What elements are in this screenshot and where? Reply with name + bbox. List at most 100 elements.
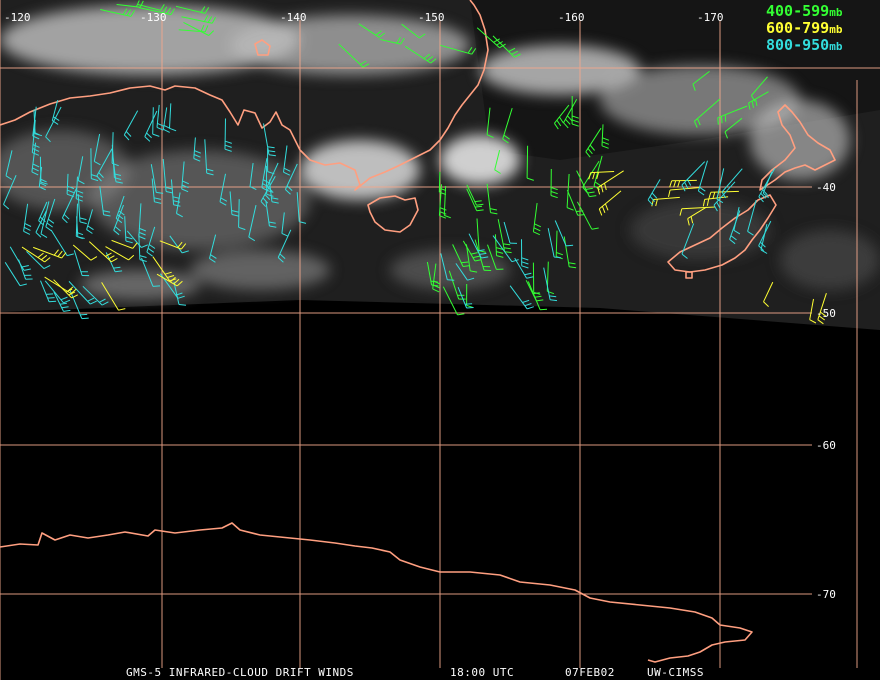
wind-barb	[763, 281, 774, 307]
wind-barb	[296, 192, 307, 224]
wind-barb	[554, 220, 574, 247]
wind-barb	[162, 158, 174, 194]
wind-barb	[169, 103, 177, 132]
legend-entry-800-950: 800-950mb	[766, 36, 843, 54]
wind-barb	[229, 191, 239, 217]
wind-barb	[747, 199, 757, 236]
wind-barb	[150, 164, 164, 194]
wind-barb	[681, 161, 706, 192]
wind-barb	[144, 110, 158, 142]
wind-barb	[159, 240, 187, 250]
wind-barb	[758, 220, 772, 251]
wind-barb	[82, 285, 109, 306]
wind-barb	[514, 257, 534, 279]
wind-barb	[576, 201, 599, 230]
wind-barb	[553, 104, 570, 130]
wind-barb	[716, 168, 725, 204]
wind-barb	[338, 43, 370, 68]
wind-barb	[51, 99, 60, 125]
wind-barb	[93, 133, 101, 166]
new-zealand-south-coast	[667, 194, 777, 273]
wind-barb	[651, 196, 680, 207]
wind-barb	[45, 198, 56, 232]
wind-barb	[156, 104, 165, 131]
wind-barb	[571, 95, 579, 127]
wind-barb	[99, 186, 111, 217]
wind-barb	[550, 168, 558, 199]
wind-barb	[44, 280, 71, 304]
wind-barb	[100, 8, 136, 17]
wind-barb	[173, 281, 187, 306]
wind-barb	[679, 206, 716, 216]
wind-barb	[141, 257, 161, 287]
wind-barb	[527, 281, 548, 311]
lon-label-150: -150	[418, 11, 445, 24]
wind-barb	[566, 189, 585, 216]
wind-barb	[494, 149, 501, 174]
wind-barb	[111, 144, 122, 180]
wind-barb	[465, 244, 478, 273]
wind-barb	[115, 195, 125, 224]
wind-barb	[181, 15, 217, 24]
wind-barb	[724, 117, 743, 139]
wind-barb	[53, 291, 71, 312]
wind-barb	[260, 176, 276, 207]
wind-barb	[126, 230, 148, 248]
wind-barb	[492, 235, 519, 263]
island-small-2	[685, 271, 693, 279]
wind-barb	[404, 45, 437, 64]
footer-source: UW-CIMSS	[647, 666, 704, 679]
wind-barb	[18, 259, 33, 280]
wind-barb	[33, 109, 43, 137]
footer-caption: GMS-5 INFRARED-CLOUD DRIFT WINDS 18:00 U…	[126, 666, 704, 679]
lat-label-40: -40	[816, 181, 836, 194]
coastlines	[0, 0, 836, 663]
wind-barbs	[3, 0, 827, 325]
wind-barb	[401, 23, 426, 39]
wind-barb	[379, 36, 405, 45]
australia-coast	[0, 0, 489, 191]
wind-barb	[267, 148, 275, 175]
satellite-imagery	[0, 0, 880, 330]
wind-barb	[75, 176, 84, 202]
lat-label-70: -70	[816, 588, 836, 601]
latitude-labels: -40 -50 -60 -70	[816, 181, 836, 601]
wind-barb	[35, 210, 47, 238]
wind-barb	[532, 262, 541, 295]
wind-barb	[26, 251, 51, 270]
wind-barb	[585, 127, 602, 158]
wind-barb	[487, 244, 504, 270]
wind-barb	[457, 287, 474, 309]
wind-barb	[817, 293, 827, 325]
wind-barb	[61, 187, 78, 224]
wind-barb	[4, 262, 27, 287]
wind-barb	[702, 196, 729, 207]
wind-barb	[697, 160, 708, 196]
wind-barb	[45, 106, 62, 143]
wind-barb	[466, 184, 484, 206]
wind-barb	[284, 163, 298, 195]
wind-barb	[438, 184, 447, 219]
wind-barb	[455, 263, 475, 281]
wind-barb	[521, 239, 529, 269]
wind-barb	[138, 6, 175, 16]
wind-barb	[733, 206, 741, 235]
wind-barb	[809, 298, 817, 324]
lon-label-140: -140	[280, 11, 307, 24]
wind-barb	[283, 145, 291, 176]
wind-barb	[151, 178, 162, 204]
wind-barb	[497, 219, 512, 254]
wind-barb	[268, 179, 279, 204]
wind-barb	[760, 223, 768, 254]
wind-barb	[249, 163, 257, 191]
wind-barb	[566, 173, 574, 211]
wind-barb	[468, 233, 489, 259]
wind-barb	[452, 244, 470, 267]
wind-barb	[124, 216, 133, 244]
wind-barb	[692, 71, 710, 91]
wind-barb	[588, 171, 615, 180]
wind-barb	[492, 35, 521, 58]
pressure-legend: 400-599mb 600-799mb 800-950mb	[766, 2, 843, 54]
wind-barb	[152, 256, 177, 282]
